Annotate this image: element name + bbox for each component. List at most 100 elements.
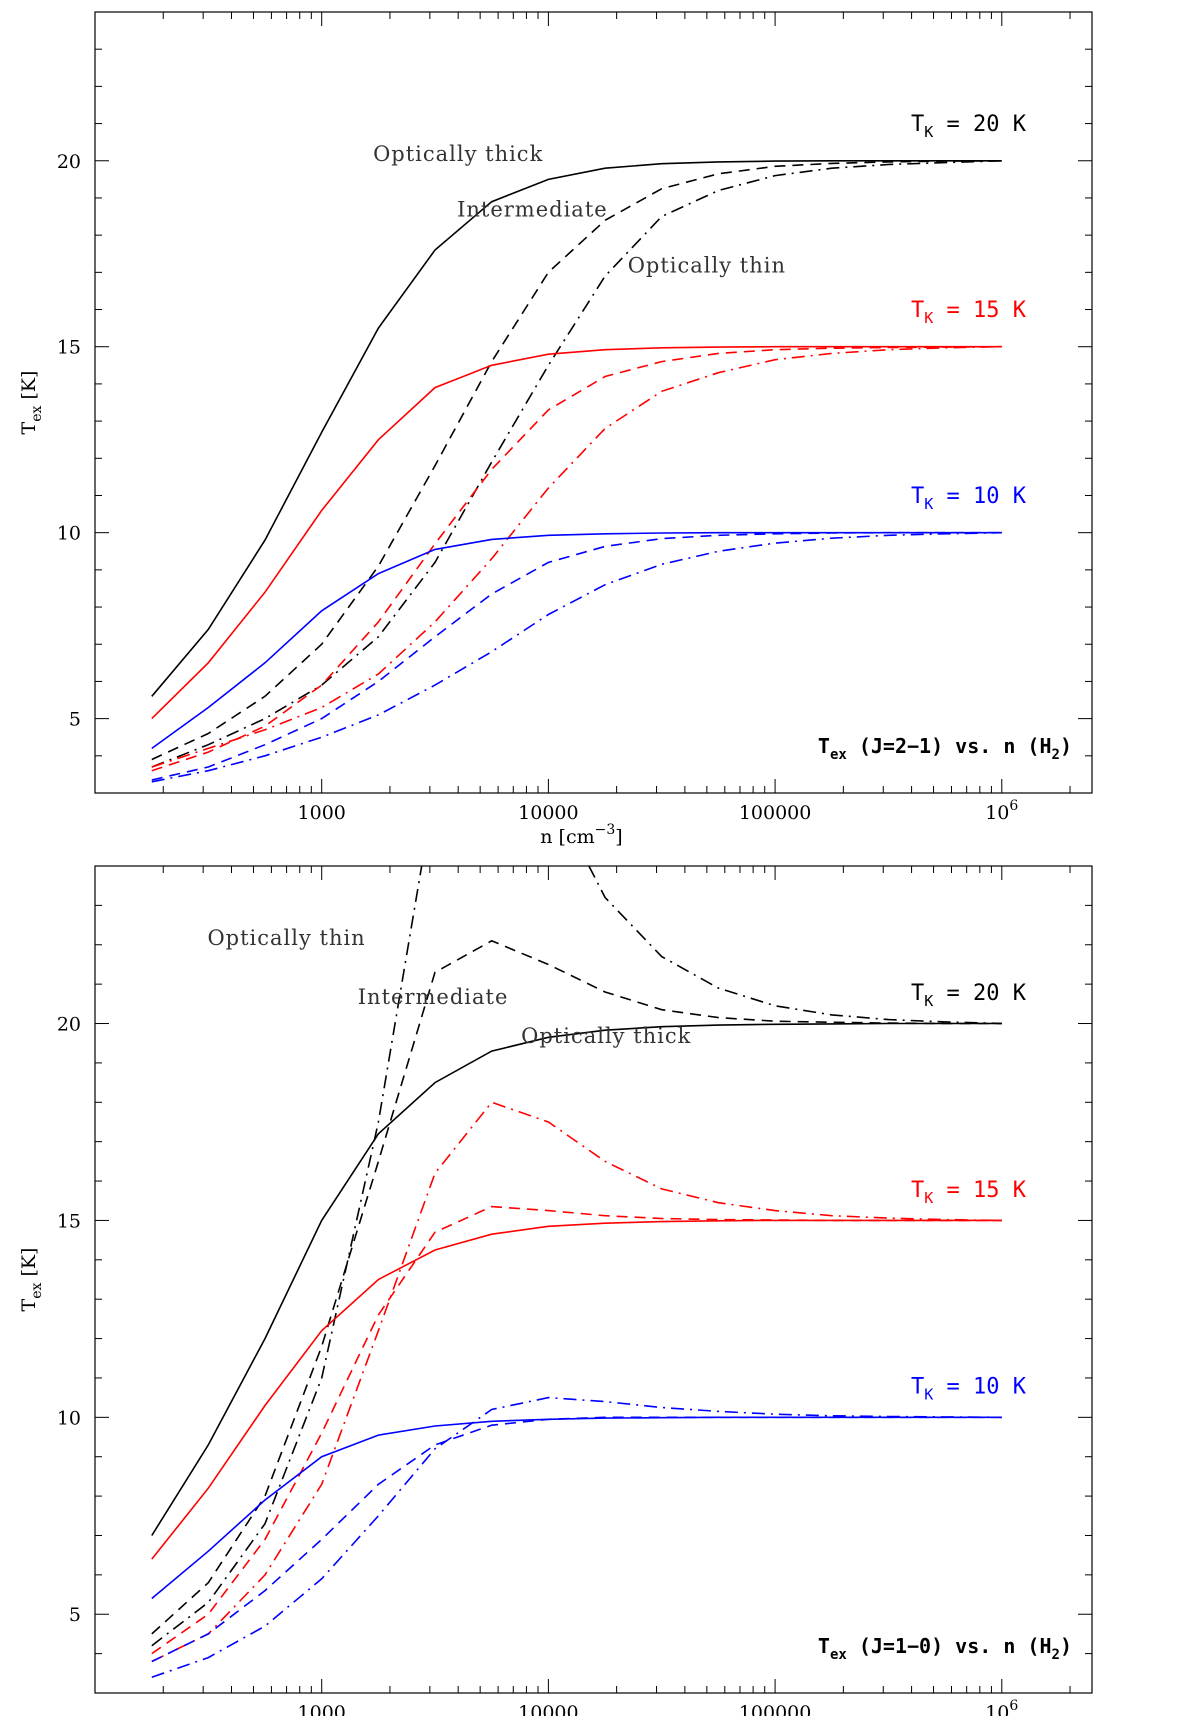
tk-label-1: TK = 15 K [911,1178,1027,1207]
annotation-1: Intermediate [457,198,608,222]
annotation-2: Optically thick [521,1024,691,1048]
y-tick-label: 20 [57,151,81,173]
series-line-1 [151,160,1002,761]
y-tick-label: 10 [57,523,81,545]
series-line-5 [151,1101,1002,1663]
series-line-8 [151,531,1002,783]
x-tick-label: 1000 [298,1702,346,1716]
panel-title-close: ) [1060,1634,1072,1658]
tk-label-sub: K [924,309,933,327]
x-tick-label-text: 10 [985,802,1009,824]
x-tick-label-text: 100000 [739,1702,812,1716]
tk-label-rest: = 20 K [933,112,1026,137]
y-axis-title-sub: ex [29,1282,45,1298]
series-line-1 [151,939,1002,1635]
panel-title: Tex (J=2−1) vs. n (H2) [818,734,1072,763]
y-axis-title-rest: [K] [18,1248,40,1283]
x-tick-label-text: 100000 [739,802,812,824]
plot-frame [94,865,1093,1694]
series-line-0 [151,1022,1002,1536]
x-tick-label-sup: 6 [1009,798,1018,814]
tk-label-t: T [911,298,924,323]
y-tick-label: 5 [69,709,81,731]
x-tick-label-text: 1000 [298,802,346,824]
annotation-1: Intermediate [358,985,509,1009]
x-tick-label-text: 10000 [518,1702,578,1716]
y-tick-label: 20 [57,1014,81,1036]
tk-label-sub: K [924,495,933,513]
tk-label-t: T [911,1375,924,1400]
series-line-7 [151,1416,1002,1663]
tk-label-t: T [911,1178,924,1203]
panel-title-sub: 2 [1052,747,1060,763]
y-tick-label: 10 [57,1407,81,1429]
series-line-2 [151,160,1002,768]
annotation-0: Optically thick [373,142,543,166]
annotation-0: Optically thin [207,926,365,950]
x-tick-label: 100000 [739,1702,812,1716]
series-line-6 [151,531,1002,750]
panel-title-t: T [818,1634,830,1658]
y-tick-label: 15 [57,337,81,359]
x-tick-label: 100000 [739,802,812,824]
plot-frame [94,11,1093,794]
series-line-0 [151,160,1002,697]
panel-title-line: (J=1−0) vs. n (H [847,1634,1052,1658]
series-line-2 [151,866,1002,1647]
tk-label-rest: = 10 K [933,484,1026,509]
tk-label-rest: = 15 K [933,298,1026,323]
x-tick-label: 106 [985,1698,1018,1716]
series-line-3 [151,345,1002,720]
tk-label-t: T [911,484,924,509]
series-line-5 [151,345,1002,768]
panel-title: Tex (J=1−0) vs. n (H2) [818,1634,1072,1663]
y-axis-title-t: T [18,1298,40,1311]
x-tick-label: 1000 [298,802,346,824]
tk-label-0: TK = 20 K [911,112,1027,141]
x-tick-label-text: 10000 [518,802,578,824]
tk-label-rest: = 15 K [933,1178,1026,1203]
tk-label-0: TK = 20 K [911,981,1027,1010]
series-line-4 [151,1205,1002,1655]
tk-label-sub: K [924,1386,933,1404]
y-axis-title-rest: [K] [18,371,40,406]
tk-label-rest: = 20 K [933,981,1026,1006]
tk-label-sub: K [924,992,933,1010]
tk-label-t: T [911,112,924,137]
tk-label-rest: = 10 K [933,1375,1026,1400]
series-line-8 [151,1396,1002,1678]
x-axis-title-sup: −3 [595,822,616,838]
x-axis-title-main: n [cm [540,826,594,848]
tk-label-sub: K [924,123,933,141]
panel-title-close: ) [1060,734,1072,758]
series-group [151,866,1002,1678]
x-tick-label: 106 [985,798,1018,824]
tk-label-2: TK = 10 K [911,484,1027,513]
y-axis-title-t: T [18,421,40,434]
series-line-3 [151,1219,1002,1560]
x-axis-title-close: ] [615,826,622,848]
panel-title-line: (J=2−1) vs. n (H [847,734,1052,758]
x-axis-title: n [cm−3] [540,822,622,848]
y-tick-label: 15 [57,1210,81,1232]
y-tick-label: 5 [69,1604,81,1626]
panel-title-t: T [818,734,830,758]
tk-label-sub: K [924,1189,933,1207]
tk-label-t: T [911,981,924,1006]
series-line-7 [151,531,1002,781]
x-tick-label: 10000 [518,1702,578,1716]
series-group [151,160,1002,783]
tk-label-2: TK = 10 K [911,1375,1027,1404]
y-axis-title-sub: ex [29,405,45,421]
x-tick-label-sup: 6 [1009,1698,1018,1714]
x-tick-label-text: 1000 [298,1702,346,1716]
panel-title-ex: ex [830,1647,847,1663]
series-line-4 [151,345,1002,772]
y-axis-title: Tex [K] [18,1248,45,1312]
panel-title-ex: ex [830,747,847,763]
tk-label-1: TK = 15 K [911,298,1027,327]
series-line-6 [151,1416,1002,1600]
